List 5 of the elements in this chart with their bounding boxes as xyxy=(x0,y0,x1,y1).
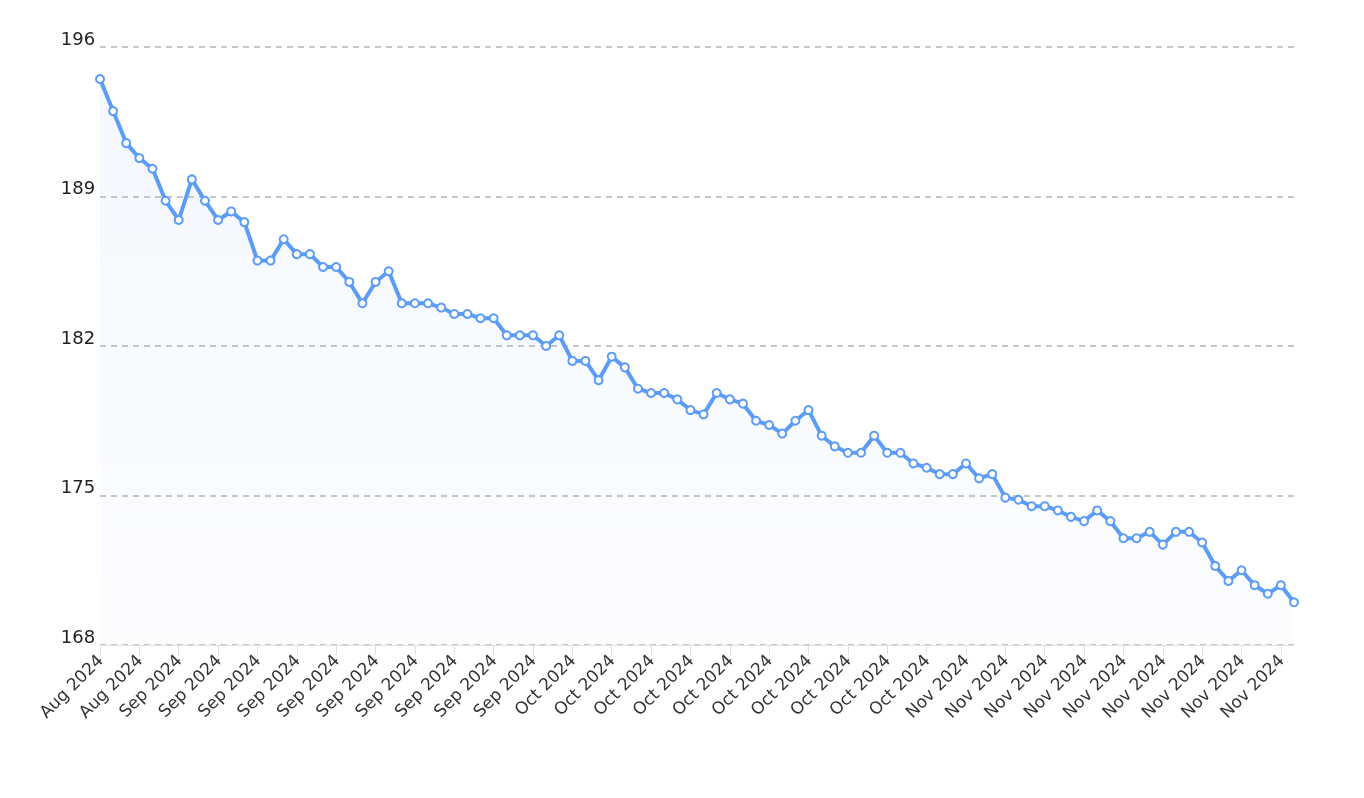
y-tick-label: 175 xyxy=(60,476,96,497)
y-tick-label: 182 xyxy=(60,326,96,348)
y-tick-label: 168 xyxy=(60,625,96,647)
y-tick-label: 196 xyxy=(60,27,96,49)
y-tick-label: 189 xyxy=(60,177,96,198)
